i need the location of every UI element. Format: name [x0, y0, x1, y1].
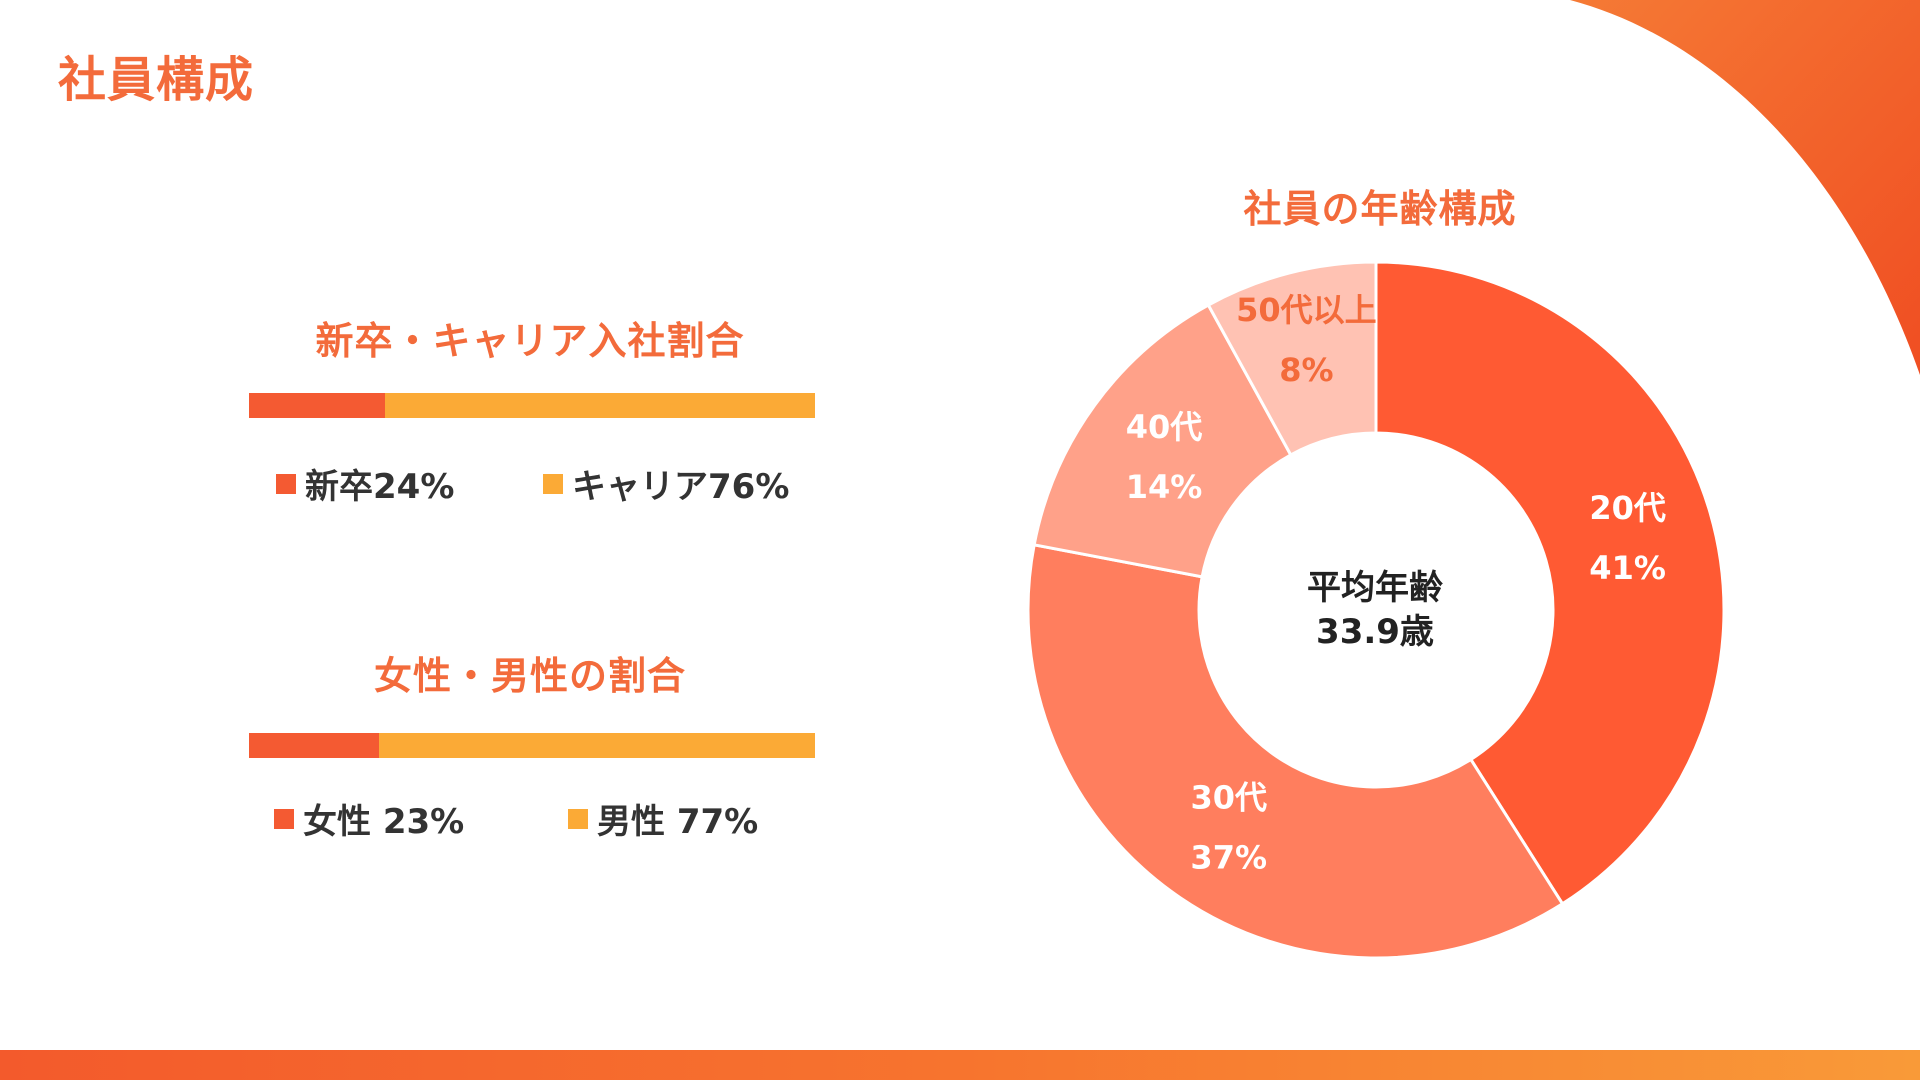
average-age-value: 33.9歳 [1316, 612, 1434, 652]
legend-item-female: 女性 23% [274, 794, 464, 843]
donut-slice-30s [1026, 543, 1565, 960]
gender-ratio-title: 女性・男性の割合 [373, 654, 686, 698]
bottom-stripe [0, 1050, 1920, 1080]
slice-category-label-30s: 30代 [1190, 779, 1267, 817]
hiring-ratio-bar [249, 393, 815, 418]
slice-percent-label-20s: 41% [1589, 549, 1666, 587]
legend-label: 新卒24% [305, 467, 455, 507]
slice-percent-label-30s: 37% [1190, 839, 1267, 877]
bar-segment-new-graduate [249, 393, 385, 418]
age-chart-title: 社員の年齢構成 [1243, 187, 1517, 231]
donut-slice-40s [1032, 303, 1293, 579]
slice-percent-label-40s: 14% [1126, 468, 1203, 506]
slice-category-label-20s: 20代 [1589, 489, 1666, 527]
legend-swatch-icon [568, 808, 588, 829]
hiring-ratio-title: 新卒・キャリア入社割合 [315, 319, 745, 363]
legend-label: キャリア76% [572, 467, 790, 507]
donut-slice-20s [1374, 260, 1726, 906]
legend-item-male: 男性 77% [568, 794, 758, 843]
legend-label: 女性 23% [303, 802, 465, 842]
slice-percent-label-50s-plus: 8% [1279, 351, 1333, 389]
legend-item-career: キャリア76% [543, 459, 789, 508]
legend-swatch-icon [274, 808, 294, 829]
donut-slice-50s-plus [1206, 260, 1378, 457]
gender-ratio-bar [249, 733, 815, 758]
bar-segment-male [379, 733, 815, 758]
legend-swatch-icon [543, 473, 563, 494]
legend-swatch-icon [276, 473, 296, 494]
corner-decoration [1570, 0, 1920, 375]
slice-category-label-50s-plus: 50代以上 [1236, 291, 1377, 329]
bar-segment-female [249, 733, 380, 758]
slice-category-label-40s: 40代 [1126, 408, 1203, 446]
average-age-label: 平均年齢 33.9歳 [1255, 566, 1495, 654]
bar-segment-career [384, 393, 815, 418]
legend-item-new-graduate: 新卒24% [276, 459, 454, 508]
page-title: 社員構成 [58, 52, 255, 108]
legend-label: 男性 77% [597, 802, 759, 842]
average-age-caption: 平均年齢 [1307, 568, 1443, 608]
